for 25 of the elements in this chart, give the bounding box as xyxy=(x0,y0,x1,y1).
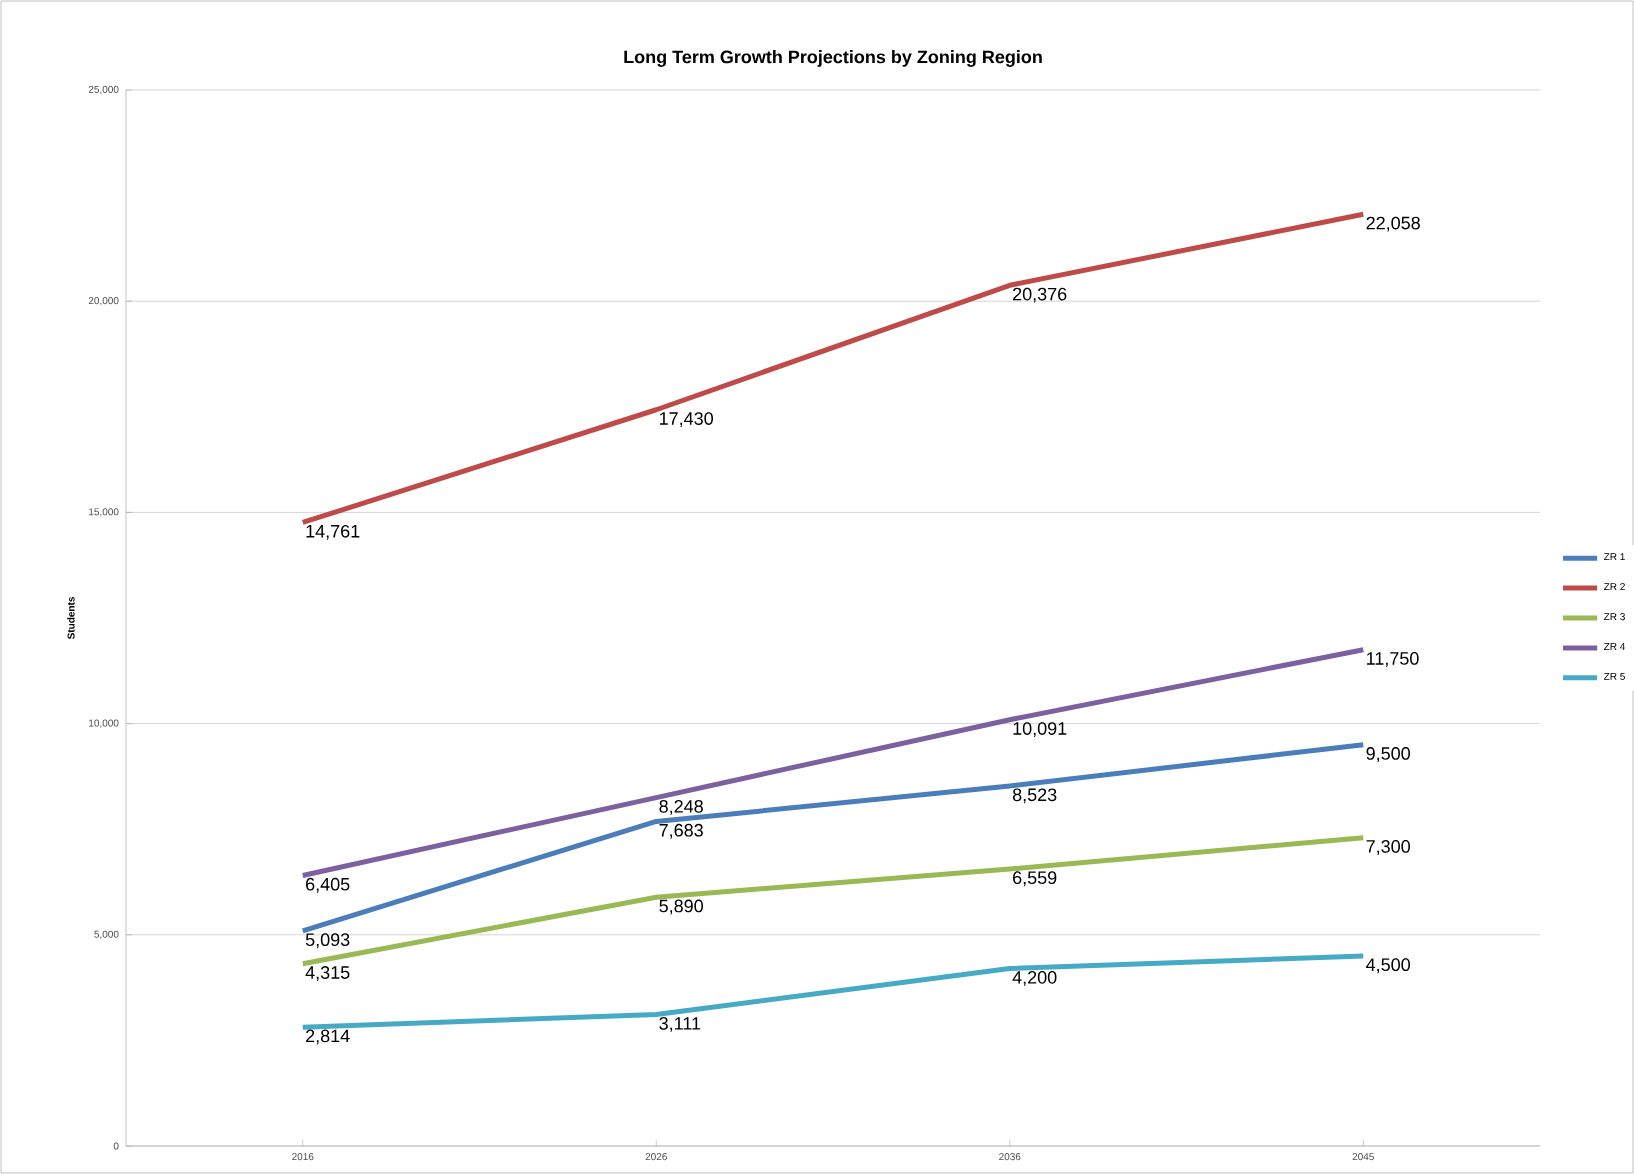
line-series xyxy=(300,953,1366,1030)
data-label: 11,750 xyxy=(1367,652,1419,667)
data-label: 5,890 xyxy=(659,899,703,915)
data-label: 22,058 xyxy=(1366,216,1420,232)
data-label: 14,761 xyxy=(306,524,360,540)
data-label: 8,523 xyxy=(1012,788,1057,804)
data-label: 8,248 xyxy=(659,799,703,815)
data-label: 5,093 xyxy=(305,933,350,949)
data-label: 7,683 xyxy=(659,823,703,839)
line-series xyxy=(300,211,1366,525)
line-series xyxy=(300,742,1366,934)
data-label: 17,430 xyxy=(660,412,713,428)
chart-title: Long Term Growth Projections by Zoning Region xyxy=(624,50,1042,67)
data-label: 3,111 xyxy=(659,1016,701,1032)
line-series xyxy=(300,835,1366,967)
data-label: 6,405 xyxy=(306,877,350,893)
data-label: 4,315 xyxy=(305,966,350,981)
data-label: 6,559 xyxy=(1013,871,1057,887)
data-label: 9,500 xyxy=(1366,747,1410,762)
data-label: 4,500 xyxy=(1366,958,1410,974)
data-label: 4,200 xyxy=(1012,970,1057,986)
data-label: 10,091 xyxy=(1013,722,1067,738)
data-label: 7,300 xyxy=(1366,840,1410,855)
data-label: 20,376 xyxy=(1013,287,1067,303)
data-label: 2,814 xyxy=(306,1029,350,1045)
